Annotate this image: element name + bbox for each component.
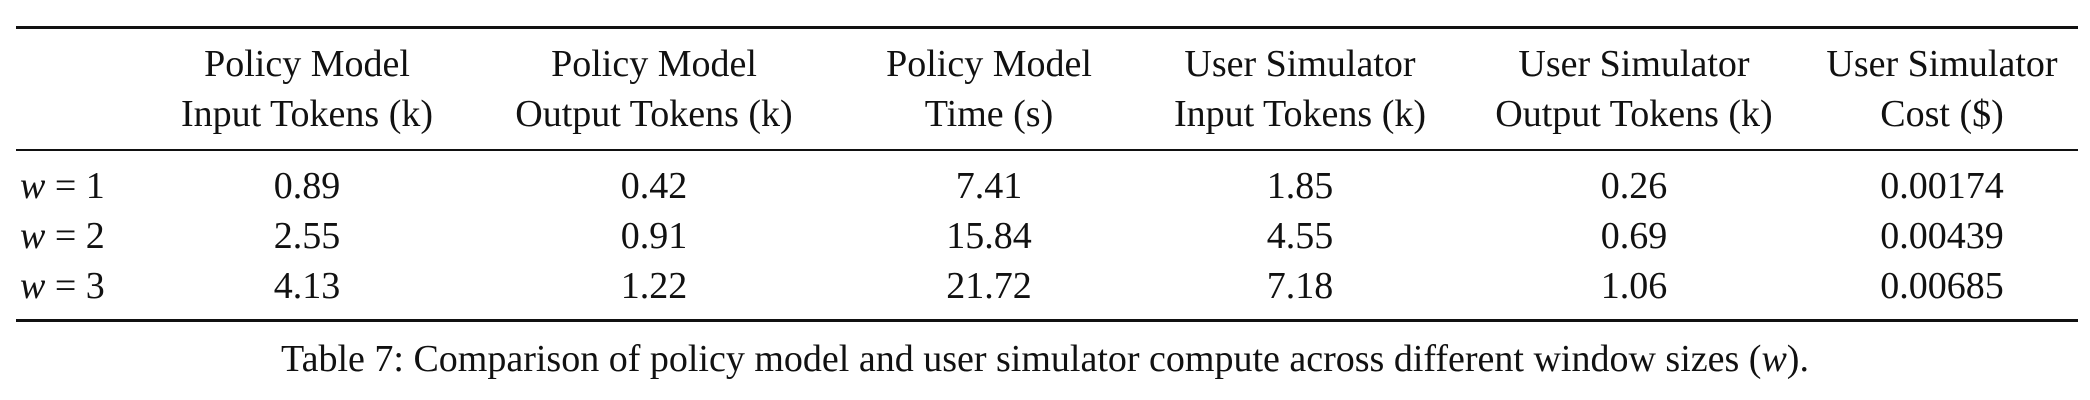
header-user-input-tokens: User Simulator Input Tokens (k) — [1138, 28, 1462, 151]
table-cell: 0.91 — [620, 215, 688, 257]
header-line: User Simulator — [1518, 43, 1750, 85]
table-cell: 15.84 — [946, 215, 1032, 257]
header-line: Output Tokens (k) — [515, 93, 793, 135]
math-number: 1 — [85, 165, 105, 207]
table-cell: 4.13 — [273, 265, 341, 307]
header-row: Policy Model Input Tokens (k) Policy Mod… — [16, 27, 2078, 151]
header-line: User Simulator — [1826, 43, 2058, 85]
header-line: Cost ($) — [1880, 93, 2004, 135]
math-variable: w — [20, 215, 46, 257]
table-cell: 0.42 — [620, 165, 688, 207]
math-operator: = — [45, 265, 86, 307]
table-cell: 7.41 — [955, 165, 1023, 207]
table-cell: 0.00439 — [1880, 215, 2004, 257]
math-variable: w — [20, 265, 46, 307]
caption-suffix: ). — [1786, 338, 1809, 380]
math-operator: = — [45, 165, 86, 207]
header-policy-output-tokens: Policy Model Output Tokens (k) — [468, 28, 840, 151]
header-user-cost: User Simulator Cost ($) — [1806, 28, 2078, 151]
row-label-w3: w = 3 — [16, 261, 146, 321]
table-header: Policy Model Input Tokens (k) Policy Mod… — [16, 27, 2078, 151]
table-row: w = 1 0.89 0.42 7.41 1.85 0.26 0.00174 — [16, 150, 2078, 211]
header-line: Policy Model — [886, 43, 1092, 85]
math-variable: w — [20, 165, 46, 207]
header-line: Output Tokens (k) — [1495, 93, 1773, 135]
table-cell: 1.22 — [620, 265, 688, 307]
header-line: Time (s) — [924, 93, 1054, 135]
header-line: Input Tokens (k) — [180, 93, 434, 135]
table-row: w = 2 2.55 0.91 15.84 4.55 0.69 0.00439 — [16, 211, 2078, 261]
caption-math-variable: w — [1761, 338, 1787, 380]
header-line: Policy Model — [551, 43, 757, 85]
header-user-output-tokens: User Simulator Output Tokens (k) — [1462, 28, 1806, 151]
header-line: User Simulator — [1184, 43, 1416, 85]
row-label-w2: w = 2 — [16, 211, 146, 261]
table-cell: 0.69 — [1600, 215, 1668, 257]
table-row: w = 3 4.13 1.22 21.72 7.18 1.06 0.00685 — [16, 261, 2078, 321]
row-label-w1: w = 1 — [16, 150, 146, 211]
table-cell: 1.06 — [1600, 265, 1668, 307]
table-body: w = 1 0.89 0.42 7.41 1.85 0.26 0.00174 w… — [16, 150, 2078, 321]
math-number: 2 — [85, 215, 105, 257]
header-cell-empty — [16, 28, 146, 151]
math-operator: = — [45, 215, 86, 257]
header-policy-input-tokens: Policy Model Input Tokens (k) — [146, 28, 468, 151]
table-cell: 4.55 — [1266, 215, 1334, 257]
table-cell: 21.72 — [946, 265, 1032, 307]
table-cell: 0.26 — [1600, 165, 1668, 207]
math-number: 3 — [85, 265, 105, 307]
table-cell: 0.00685 — [1880, 265, 2004, 307]
table-cell: 7.18 — [1266, 265, 1334, 307]
table-cell: 2.55 — [273, 215, 341, 257]
table-container: Policy Model Input Tokens (k) Policy Mod… — [16, 26, 2078, 322]
table-cell: 0.00174 — [1880, 165, 2004, 207]
caption-text: Table 7: Comparison of policy model and … — [281, 338, 1762, 380]
header-line: Input Tokens (k) — [1173, 93, 1427, 135]
header-policy-time: Policy Model Time (s) — [840, 28, 1138, 151]
header-line: Policy Model — [204, 43, 410, 85]
table-cell: 0.89 — [273, 165, 341, 207]
table-caption: Table 7: Comparison of policy model and … — [0, 337, 2090, 381]
compute-comparison-table: Policy Model Input Tokens (k) Policy Mod… — [16, 26, 2078, 322]
table-cell: 1.85 — [1266, 165, 1334, 207]
